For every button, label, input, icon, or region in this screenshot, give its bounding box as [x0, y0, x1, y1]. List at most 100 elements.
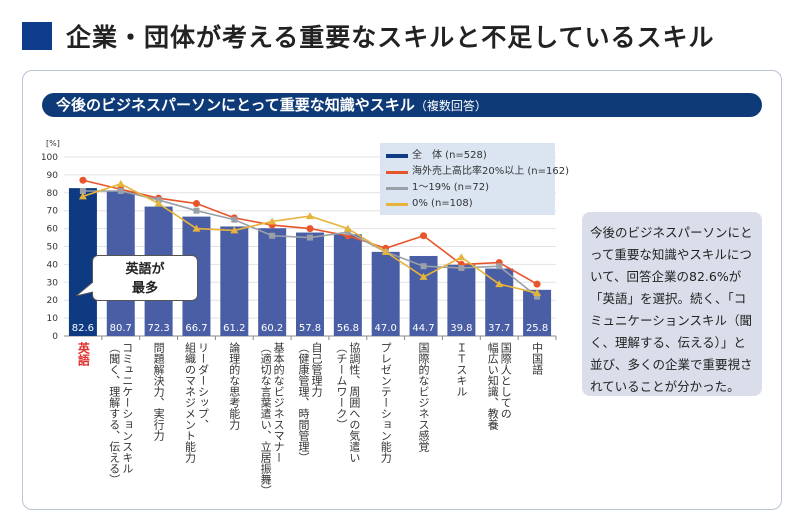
- line-point: [534, 293, 541, 300]
- legend-item: 全 体 (n=528): [386, 149, 487, 163]
- line-point: [419, 272, 428, 280]
- category-line: ＩＴスキル: [454, 342, 468, 397]
- summary-note: 今後のビジネスパーソンにとって重要な知識やスキルについて、回答企業の82.6%が…: [582, 212, 762, 396]
- category-line: （聞く、理解する、伝える）: [107, 342, 121, 485]
- category-line: プレゼンテーション能力: [379, 342, 393, 463]
- line-point: [79, 176, 87, 184]
- bar: [220, 226, 249, 336]
- x-category-label: 協調性、周囲への気遣い （チームワーク）: [335, 342, 361, 463]
- y-tick-label: 40: [47, 260, 59, 270]
- y-tick-label: 90: [47, 171, 59, 181]
- bar: [296, 232, 324, 336]
- section-suffix: （複数回答）: [414, 99, 487, 113]
- legend-label: 全 体 (n=528): [412, 150, 487, 161]
- bar: [258, 228, 287, 336]
- category-line: 国際的なビジネス感覚: [417, 342, 431, 452]
- line-point: [495, 280, 504, 288]
- line-point: [533, 280, 541, 288]
- line-point: [116, 179, 125, 187]
- x-category-label: コミュニケーションスキル （聞く、理解する、伝える）: [108, 342, 134, 485]
- section-title: 今後のビジネスパーソンにとって重要な知識やスキル: [56, 96, 415, 114]
- x-category-label: 自己管理力 （健康管理、時間管理）: [297, 342, 323, 463]
- legend-swatch: [386, 170, 408, 174]
- line-point: [420, 232, 428, 240]
- line-point: [193, 207, 200, 214]
- x-category-label: 基本的なビジネスマナー （適切な言葉遣い、立居振舞）: [259, 342, 285, 496]
- line-point: [420, 263, 427, 270]
- page-title: 企業・団体が考える重要なスキルと不足しているスキル: [66, 23, 715, 52]
- legend-swatch: [386, 202, 408, 206]
- y-tick-label: 0: [52, 332, 58, 342]
- category-line: 組織のマネジメント能力: [183, 342, 197, 463]
- legend-swatch: [386, 186, 408, 190]
- line-point: [79, 188, 86, 195]
- data-label: 57.8: [299, 323, 321, 334]
- line-point: [306, 212, 314, 220]
- line-point: [458, 264, 465, 271]
- data-label: 61.2: [223, 323, 245, 334]
- x-category-label: ＩＴスキル: [455, 342, 468, 397]
- x-category-label: プレゼンテーション能力: [379, 342, 392, 463]
- bar: [371, 251, 400, 336]
- line-point: [231, 216, 238, 223]
- x-category-label: 中国語: [531, 342, 544, 375]
- x-category-label: 国際的なビジネス感覚: [417, 342, 430, 452]
- legend-swatch: [386, 154, 408, 158]
- category-line: （適切な言葉遣い、立居振舞）: [259, 342, 273, 496]
- category-line: 論理的な思考能力: [227, 342, 241, 430]
- y-tick-label: 50: [47, 243, 59, 253]
- category-line: コミュニケーションスキル: [120, 342, 134, 474]
- callout: 英語が 最多: [92, 255, 198, 301]
- data-label: 39.8: [450, 323, 472, 334]
- line-point: [306, 225, 314, 233]
- line-point: [117, 188, 124, 195]
- y-tick-label: 10: [47, 314, 59, 324]
- category-line: （チームワーク）: [334, 342, 348, 430]
- legend-label: 0% (n=108): [412, 198, 473, 209]
- legend: 全 体 (n=528) 海外売上高比率20%以上 (n=162) 1～19% (n=…: [380, 143, 569, 215]
- bar: [485, 268, 514, 336]
- bar: [447, 264, 476, 336]
- category-line: 基本的なビジネスマナー: [272, 342, 286, 463]
- line-point: [269, 232, 276, 239]
- category-line: リーダーシップ、: [196, 342, 210, 430]
- y-tick-label: 20: [47, 296, 59, 306]
- line-point: [154, 199, 163, 207]
- line-point: [268, 217, 277, 225]
- legend-item: 海外売上高比率20%以上 (n=162): [386, 165, 569, 179]
- category-line: 国際人としての: [499, 342, 513, 419]
- callout-line: 英語が: [125, 262, 165, 277]
- category-line: 幅広い知識、教養: [486, 342, 500, 430]
- section-header: 今後のビジネスパーソンにとって重要な知識やスキル（複数回答）: [42, 93, 762, 117]
- y-tick-label: 80: [47, 189, 59, 199]
- category-line: 英語: [76, 342, 91, 366]
- category-line: （健康管理、時間管理）: [297, 342, 310, 463]
- category-line: 自己管理力: [310, 342, 323, 397]
- x-category-label: 論理的な思考能力: [228, 342, 241, 430]
- x-category-label: 国際人としての 幅広い知識、教養: [486, 342, 512, 430]
- bar: [333, 234, 362, 336]
- data-label: 60.2: [261, 323, 283, 334]
- y-tick-label: 70: [47, 207, 59, 217]
- data-label: 47.0: [375, 323, 397, 334]
- x-category-label: 問題解決力、実行力: [152, 342, 165, 441]
- data-label: 25.8: [526, 323, 548, 334]
- legend-label: 海外売上高比率20%以上 (n=162): [412, 166, 570, 177]
- legend-item: 0% (n=108): [386, 197, 473, 211]
- line-point: [381, 247, 390, 255]
- line-point: [78, 192, 87, 200]
- y-tick-label: 60: [47, 225, 59, 235]
- x-category-label: 英語: [76, 342, 91, 366]
- line-point: [533, 289, 542, 297]
- line-point: [192, 224, 201, 232]
- y-tick-label: 30: [47, 278, 59, 288]
- x-category-label: リーダーシップ、 組織のマネジメント能力: [183, 342, 209, 463]
- bar: [409, 255, 438, 336]
- category-line: 中国語: [530, 342, 544, 375]
- line-point: [343, 224, 352, 232]
- line-point: [457, 253, 466, 261]
- category-line: 協調性、周囲への気遣い: [347, 342, 361, 463]
- data-label: 66.7: [185, 323, 207, 334]
- line-point: [496, 263, 503, 270]
- data-label: 82.6: [72, 323, 94, 334]
